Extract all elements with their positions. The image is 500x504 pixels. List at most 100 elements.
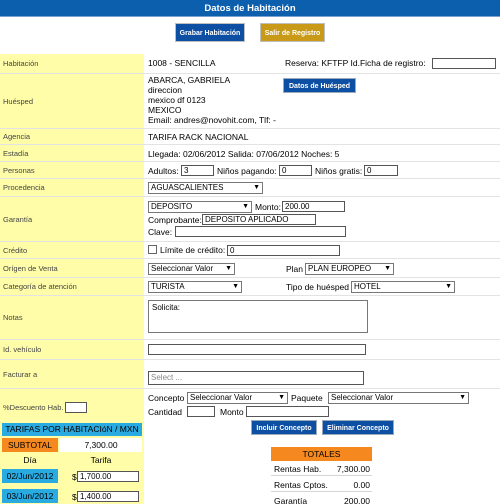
exit-registration-button[interactable]: Salir de Registro bbox=[259, 23, 326, 42]
room-label: Habitación bbox=[0, 54, 144, 73]
concept-amount-input[interactable] bbox=[246, 406, 329, 417]
rate-day: 02/Jun/2012 bbox=[2, 469, 58, 483]
guarantee-row: Garantía DEPOSITO ▼ Monto: 200.00 Comprob… bbox=[0, 197, 500, 242]
origin-value: AGUASCALIENTES bbox=[151, 183, 224, 192]
page-title: Datos de Habitación bbox=[0, 0, 500, 17]
sale-origin-select[interactable]: Seleccionar Valor ▼ bbox=[148, 263, 235, 275]
category-row: Categoría de atención TURISTA ▼ Tipo de h… bbox=[0, 278, 500, 296]
guest-type-value: HOTEL bbox=[354, 282, 381, 291]
rate-currency: $ bbox=[72, 472, 77, 482]
concept-value: Seleccionar Valor bbox=[190, 393, 253, 402]
rate-input[interactable]: 1,700.00 bbox=[77, 471, 139, 482]
rate-input[interactable]: 1,400.00 bbox=[77, 491, 139, 502]
paying-children-input[interactable]: 0 bbox=[279, 165, 312, 176]
guest-name: ABARCA, GABRIELA bbox=[148, 75, 231, 85]
guarantee-label: Garantía bbox=[0, 197, 144, 241]
bill-to-label: Facturar a bbox=[0, 360, 144, 388]
total-label: Rentas Hab. bbox=[271, 463, 331, 476]
guest-label: Huésped bbox=[0, 74, 144, 128]
adults-input[interactable]: 3 bbox=[181, 165, 214, 176]
amount-label: Monto: bbox=[255, 202, 281, 212]
guest-type-select[interactable]: HOTEL ▼ bbox=[351, 281, 455, 293]
vehicle-input[interactable] bbox=[148, 344, 366, 355]
key-label: Clave: bbox=[148, 227, 173, 237]
voucher-input[interactable]: DEPOSITO APLICADO bbox=[202, 214, 316, 225]
notes-row: Notas Solicita: bbox=[0, 296, 500, 340]
chevron-down-icon: ▼ bbox=[459, 394, 466, 401]
plan-label: Plan bbox=[286, 264, 304, 274]
credit-limit-label: Límite de crédito: bbox=[160, 245, 226, 255]
sale-origin-row: Orígen de Venta Seleccionar Valor ▼ Plan … bbox=[0, 259, 500, 278]
origin-row: Procedencia AGUASCALIENTES ▼ bbox=[0, 179, 500, 197]
guarantee-type-select[interactable]: DEPOSITO ▼ bbox=[148, 201, 252, 213]
stay-label: Estadía bbox=[0, 145, 144, 161]
bill-to-select[interactable]: Select ... bbox=[148, 371, 364, 385]
guest-type-label: Tipo de huésped bbox=[286, 282, 350, 292]
guarantee-amount-input[interactable]: 200.00 bbox=[282, 201, 345, 212]
stay-value: Llegada: 02/06/2012 Salida: 07/06/2012 N… bbox=[148, 149, 340, 159]
guarantee-type-value: DEPOSITO bbox=[151, 202, 193, 211]
col-day-header: Día bbox=[23, 455, 37, 465]
room-row: Habitación 1008 - SENCILLA Reserva: KFTF… bbox=[0, 54, 500, 74]
free-children-input[interactable]: 0 bbox=[364, 165, 398, 176]
guest-city: mexico df 0123 bbox=[148, 95, 206, 105]
key-input[interactable] bbox=[175, 226, 346, 237]
total-value: 7,300.00 bbox=[331, 463, 372, 476]
persons-label: Personas bbox=[0, 162, 144, 178]
remove-concept-button[interactable]: Eliminar Concepto bbox=[322, 420, 394, 435]
credit-limit-checkbox[interactable] bbox=[148, 245, 157, 254]
top-toolbar: Grabar Habitación Salir de Registro bbox=[0, 17, 500, 53]
col-rate-header: Tarifa bbox=[90, 455, 112, 465]
guest-data-button[interactable]: Datos de Huésped bbox=[283, 78, 356, 93]
discount-cell: %Descuento Hab. bbox=[0, 389, 144, 421]
rate-currency: $ bbox=[72, 492, 77, 502]
chevron-down-icon: ▼ bbox=[384, 265, 391, 272]
notes-textarea[interactable]: Solicita: bbox=[148, 300, 368, 333]
credit-row: Crédito Límite de crédito: 0 bbox=[0, 242, 500, 259]
totals-panel: TOTALES Rentas Hab. 7,300.00 Rentas Cpto… bbox=[271, 447, 372, 504]
sale-origin-value: Seleccionar Valor bbox=[151, 264, 214, 273]
package-label: Paquete bbox=[291, 393, 323, 403]
quantity-input[interactable] bbox=[187, 406, 215, 417]
subtotal-label: SUBTOTAL bbox=[2, 438, 58, 452]
chevron-down-icon: ▼ bbox=[242, 203, 249, 210]
total-value: 0.00 bbox=[331, 479, 372, 492]
sale-origin-label: Orígen de Venta bbox=[0, 259, 144, 277]
vehicle-row: Id. vehículo bbox=[0, 340, 500, 360]
add-concept-button[interactable]: Incluir Concepto bbox=[251, 420, 317, 435]
notes-label: Notas bbox=[0, 296, 144, 339]
stay-row: Estadía Llegada: 02/06/2012 Salida: 07/0… bbox=[0, 145, 500, 162]
guest-row: Huésped ABARCA, GABRIELA direccion mexic… bbox=[0, 74, 500, 129]
totals-header: TOTALES bbox=[271, 447, 372, 461]
category-value: TURISTA bbox=[151, 282, 185, 291]
total-value: 200.00 bbox=[331, 495, 372, 504]
chevron-down-icon: ▼ bbox=[278, 394, 285, 401]
save-room-button[interactable]: Grabar Habitación bbox=[174, 23, 246, 42]
credit-limit-input[interactable]: 0 bbox=[227, 245, 340, 256]
adults-label: Adultos: bbox=[148, 166, 179, 176]
chevron-down-icon: ▼ bbox=[232, 283, 239, 290]
origin-label: Procedencia bbox=[0, 179, 144, 196]
room-value: 1008 - SENCILLA bbox=[148, 58, 216, 68]
package-value: Seleccionar Valor bbox=[331, 393, 394, 402]
paying-children-label: Niños pagando: bbox=[217, 166, 277, 176]
discount-input[interactable] bbox=[65, 402, 87, 413]
free-children-label: Niños gratis: bbox=[315, 166, 363, 176]
rates-header: TARIFAS POR HABITACIóN / MXN bbox=[2, 423, 142, 436]
plan-select[interactable]: PLAN EUROPEO ▼ bbox=[305, 263, 394, 275]
guest-email: Email: andres@novohit.com, Tlf: - bbox=[148, 115, 276, 125]
chevron-down-icon: ▼ bbox=[445, 283, 452, 290]
total-label: Garantía bbox=[271, 495, 331, 504]
package-select[interactable]: Seleccionar Valor ▼ bbox=[328, 392, 469, 404]
agency-value: TARIFA RACK NACIONAL bbox=[148, 132, 249, 142]
total-label: Rentas Cptos. bbox=[271, 479, 331, 492]
origin-select[interactable]: AGUASCALIENTES ▼ bbox=[148, 182, 263, 194]
record-id-input[interactable] bbox=[432, 58, 496, 69]
credit-label: Crédito bbox=[0, 242, 144, 258]
category-select[interactable]: TURISTA ▼ bbox=[148, 281, 242, 293]
guest-country: MEXICO bbox=[148, 105, 182, 115]
plan-value: PLAN EUROPEO bbox=[308, 264, 372, 273]
guest-address: direccion bbox=[148, 85, 183, 95]
agency-row: Agencia TARIFA RACK NACIONAL bbox=[0, 129, 500, 145]
concept-select[interactable]: Seleccionar Valor ▼ bbox=[187, 392, 288, 404]
